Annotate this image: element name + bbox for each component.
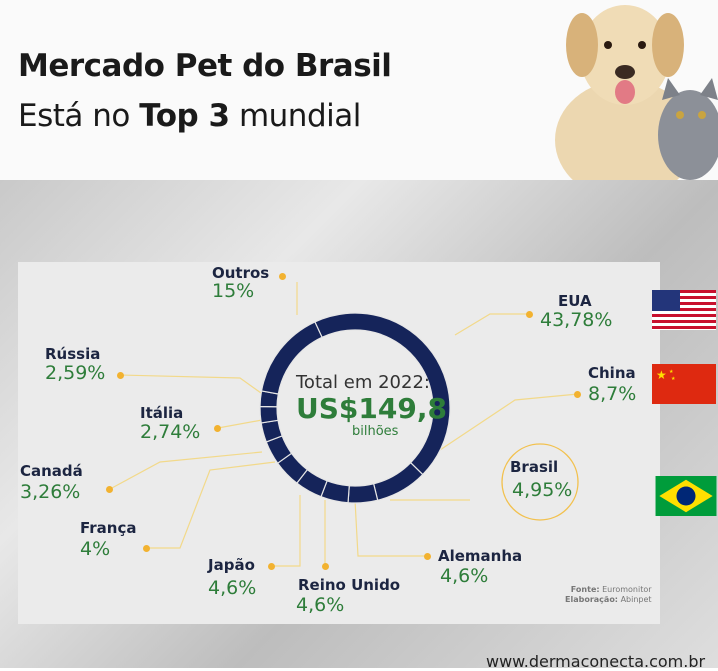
leader-line [272,495,301,567]
leader-line [119,374,269,399]
donut-slice-outros [260,321,323,395]
leader-line [439,393,579,451]
page-title: Mercado Pet do Brasil [18,48,392,84]
label-eua: EUA [558,292,592,310]
svg-text:★: ★ [656,368,667,382]
label-china: China [588,364,636,382]
label-rússia: Rússia [45,345,101,363]
value-reino-unido: 4,6% [296,594,345,616]
marker-dot [424,553,431,560]
value-china: 8,7% [588,383,637,405]
marker-dot [322,563,329,570]
website-url: www.dermaconecta.com.br [486,652,706,671]
dog-cat-photo [555,5,718,180]
label-frança: França [80,519,137,537]
leader-line [217,419,263,429]
brasil-highlight-circle [501,443,579,521]
label-reino-unido: Reino Unido [298,576,401,594]
label-canadá: Canadá [20,462,83,480]
marker-dot [574,391,581,398]
label-brasil: Brasil [510,458,559,476]
china-flag-icon: ★ ★★ [652,364,716,404]
svg-text:★: ★ [671,376,676,382]
marker-dot [279,273,286,280]
leader-line [147,461,276,549]
center-unit: bilhões [352,424,399,439]
page-subtitle: Está no Top 3 mundial [18,98,361,134]
center-value: US$149,8 [296,392,447,425]
value-japão: 4,6% [208,577,257,599]
marker-dot [117,372,124,379]
usa-flag-icon [652,290,716,330]
svg-text:★: ★ [669,369,674,375]
value-eua: 43,78% [540,309,613,331]
marker-dot [143,545,150,552]
value-itália: 2,74% [140,421,201,443]
brazil-flag-icon [655,476,717,516]
donut-slice-itália [259,405,279,424]
value-rússia: 2,59% [45,362,106,384]
leader-line [454,313,528,336]
value-outros: 15% [212,280,255,302]
marker-dot [268,563,275,570]
value-brasil: 4,95% [512,479,573,501]
label-itália: Itália [140,404,184,422]
leader-line [109,451,263,490]
marker-dot [106,486,113,493]
marker-dot [214,425,221,432]
label-outros: Outros [212,264,270,282]
donut-slice-china [372,461,424,501]
center-label: Total em 2022: [296,372,430,393]
donut-slice-brasil [347,483,379,504]
value-frança: 4% [80,538,111,560]
source-note: Fonte: Euromonitor Elaboração: Abinpet [565,585,652,604]
marker-dot [526,311,533,318]
value-alemanha: 4,6% [440,565,489,587]
label-japão: Japão [208,556,255,574]
leader-line [354,499,428,557]
value-canadá: 3,26% [20,481,81,503]
label-alemanha: Alemanha [438,547,523,565]
